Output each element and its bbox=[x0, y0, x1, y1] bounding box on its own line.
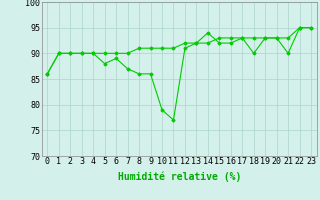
X-axis label: Humidité relative (%): Humidité relative (%) bbox=[117, 172, 241, 182]
